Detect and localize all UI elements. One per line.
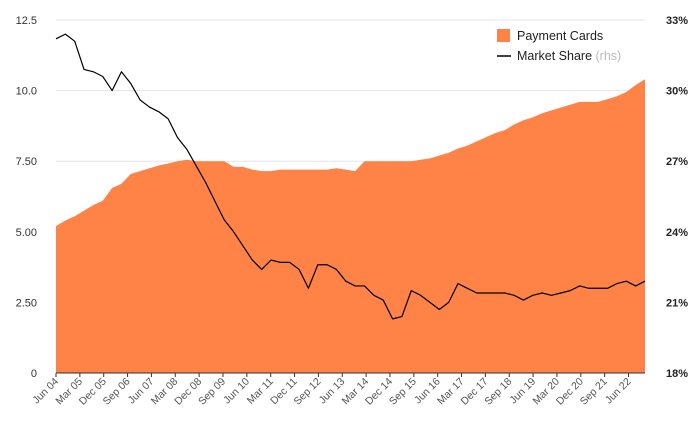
market-share-line bbox=[55, 33, 646, 320]
legend-label-market-share-note: (rhs) bbox=[596, 49, 622, 63]
y-axis-left: 0 2.50 5.00 7.50 10.0 12.5 bbox=[16, 15, 37, 380]
y-left-tick-label: 12.5 bbox=[16, 15, 37, 27]
x-tick-label: Sep 15 bbox=[387, 376, 419, 408]
x-tick-label: Sep 12 bbox=[292, 376, 324, 408]
x-tick-label: Sep 09 bbox=[196, 376, 228, 408]
x-tick-label: Sep 21 bbox=[578, 376, 610, 408]
y-left-tick-label: 0 bbox=[31, 368, 37, 380]
legend-label-market-share: Market Share (rhs) bbox=[517, 49, 621, 63]
y-left-tick-label: 2.50 bbox=[16, 297, 37, 309]
legend-label-market-share-name: Market Share bbox=[517, 49, 592, 63]
y-left-tick-label: 10.0 bbox=[16, 86, 37, 98]
x-tick-label: Sep 18 bbox=[482, 376, 514, 408]
y-right-tick-label: 30% bbox=[666, 86, 688, 98]
y-axis-right: 18% 21% 24% 27% 30% 33% bbox=[666, 15, 688, 380]
payment-cards-area-layer bbox=[56, 79, 645, 374]
y-right-tick-label: 33% bbox=[666, 15, 688, 27]
y-right-tick-label: 18% bbox=[666, 368, 688, 380]
legend-swatch-payment-cards bbox=[497, 29, 510, 42]
payment-cards-area bbox=[56, 79, 645, 374]
market-share-line-layer bbox=[55, 33, 646, 320]
y-left-tick-label: 5.00 bbox=[16, 227, 37, 239]
x-tick-label: Jun 22 bbox=[603, 376, 634, 407]
y-right-tick-label: 24% bbox=[666, 227, 688, 239]
legend: Payment Cards Market Share (rhs) bbox=[497, 29, 621, 63]
x-tick-label: Sep 06 bbox=[101, 376, 133, 408]
y-right-tick-label: 21% bbox=[666, 297, 688, 309]
y-right-tick-label: 27% bbox=[666, 156, 688, 168]
legend-label-payment-cards: Payment Cards bbox=[517, 29, 603, 43]
y-left-tick-label: 7.50 bbox=[16, 156, 37, 168]
